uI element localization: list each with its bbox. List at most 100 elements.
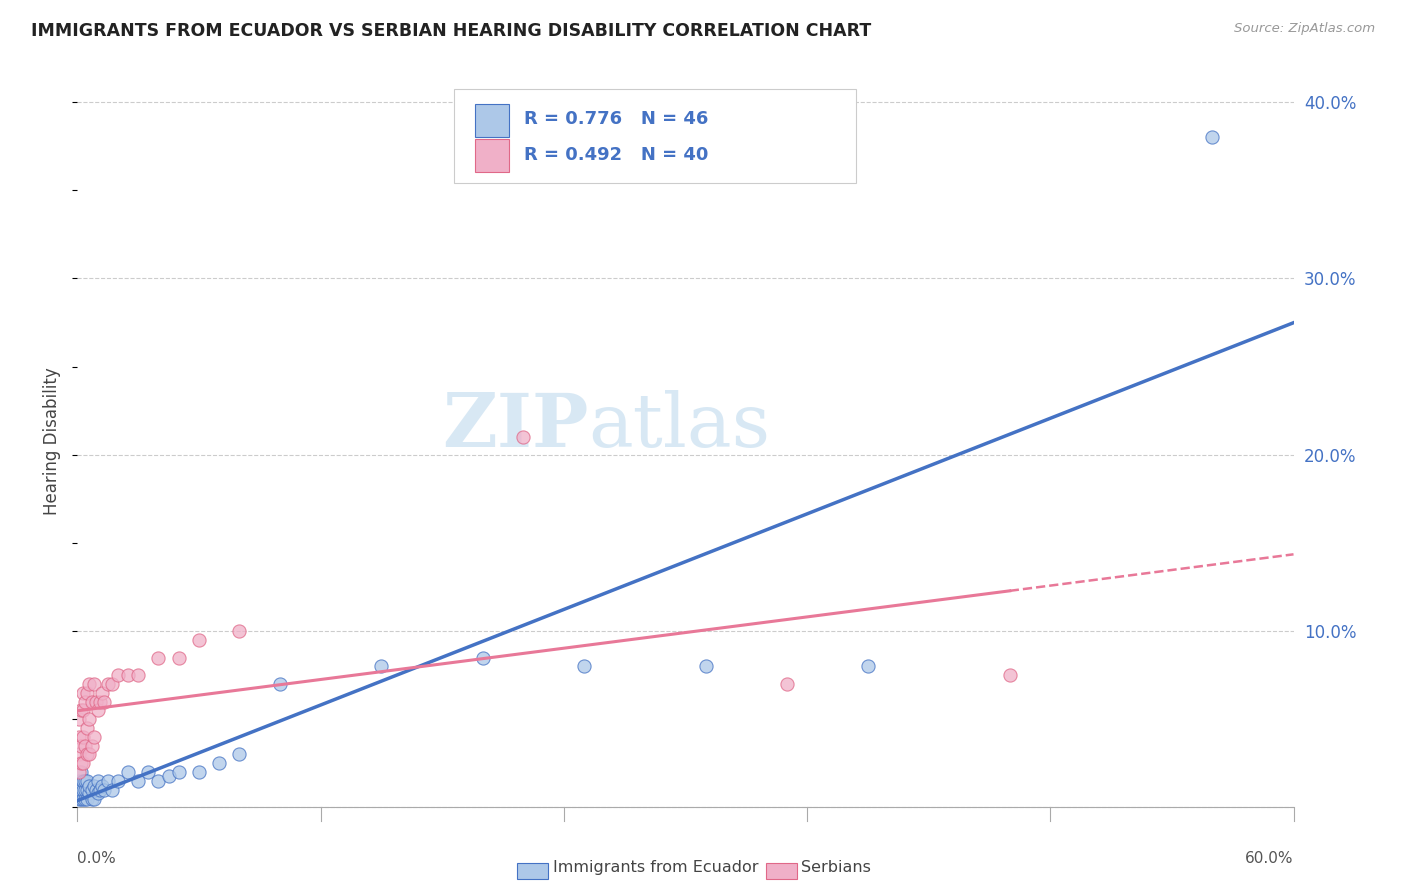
Point — [83, 791, 105, 805]
Text: Source: ZipAtlas.com: Source: ZipAtlas.com — [1234, 22, 1375, 36]
Point — [67, 782, 90, 797]
Text: 60.0%: 60.0% — [1246, 852, 1294, 866]
Point — [72, 730, 94, 744]
Point — [89, 782, 111, 797]
Point — [167, 650, 190, 665]
Point — [72, 703, 94, 717]
Point — [86, 703, 108, 717]
Point — [117, 668, 139, 682]
Point — [80, 739, 103, 753]
Point — [86, 773, 108, 788]
Point — [67, 730, 90, 744]
Point — [80, 791, 103, 805]
Point — [72, 686, 94, 700]
Point — [80, 695, 103, 709]
Point — [97, 677, 120, 691]
Text: IMMIGRANTS FROM ECUADOR VS SERBIAN HEARING DISABILITY CORRELATION CHART: IMMIGRANTS FROM ECUADOR VS SERBIAN HEARI… — [31, 22, 872, 40]
Point — [79, 712, 101, 726]
Point — [75, 739, 97, 753]
Point — [72, 773, 94, 788]
Point — [856, 659, 879, 673]
Y-axis label: Hearing Disability: Hearing Disability — [44, 368, 62, 516]
Text: R = 0.776   N = 46: R = 0.776 N = 46 — [523, 111, 709, 128]
Bar — [475, 139, 509, 172]
Point — [93, 695, 115, 709]
Text: R = 0.492   N = 40: R = 0.492 N = 40 — [523, 145, 709, 163]
Point — [76, 782, 98, 797]
Point — [79, 677, 101, 691]
Point — [67, 791, 90, 805]
Point — [70, 739, 93, 753]
Point — [1201, 130, 1223, 145]
Point — [83, 677, 105, 691]
Point — [84, 695, 107, 709]
Point — [76, 773, 98, 788]
Text: Immigrants from Ecuador: Immigrants from Ecuador — [553, 860, 758, 874]
Point — [83, 730, 105, 744]
Point — [208, 756, 231, 771]
Point — [76, 721, 98, 735]
Point — [72, 782, 94, 797]
Point — [79, 786, 101, 800]
Point — [90, 779, 112, 793]
Point — [70, 782, 93, 797]
Point — [84, 782, 107, 797]
Point — [75, 695, 97, 709]
Point — [70, 703, 93, 717]
Point — [75, 773, 97, 788]
Point — [101, 677, 124, 691]
Point — [107, 668, 129, 682]
Point — [148, 650, 170, 665]
Point — [67, 765, 90, 780]
Text: Serbians: Serbians — [801, 860, 872, 874]
Point — [76, 686, 98, 700]
Point — [89, 695, 111, 709]
Bar — [475, 103, 509, 136]
Point — [75, 782, 97, 797]
Point — [188, 765, 211, 780]
Text: ZIP: ZIP — [441, 390, 588, 463]
Point — [67, 747, 90, 762]
Point — [67, 773, 90, 788]
Text: atlas: atlas — [588, 390, 770, 463]
Point — [107, 773, 129, 788]
Point — [695, 659, 717, 673]
Point — [148, 773, 170, 788]
Point — [80, 782, 103, 797]
Point — [776, 677, 799, 691]
Point — [228, 747, 250, 762]
Point — [101, 782, 124, 797]
Point — [70, 765, 93, 780]
Point — [72, 791, 94, 805]
Point — [167, 765, 190, 780]
Point — [75, 791, 97, 805]
Point — [228, 624, 250, 638]
Point — [157, 769, 180, 783]
Point — [471, 650, 494, 665]
Point — [79, 747, 101, 762]
Point — [136, 765, 159, 780]
Text: 0.0%: 0.0% — [77, 852, 117, 866]
Point — [117, 765, 139, 780]
Point — [76, 791, 98, 805]
Point — [93, 782, 115, 797]
Point — [269, 677, 291, 691]
Point — [188, 632, 211, 647]
Point — [70, 791, 93, 805]
Point — [512, 430, 534, 444]
Point — [97, 773, 120, 788]
Point — [90, 686, 112, 700]
Point — [67, 712, 90, 726]
Point — [127, 668, 149, 682]
Point — [83, 779, 105, 793]
Point — [998, 668, 1021, 682]
FancyBboxPatch shape — [454, 89, 856, 183]
Point — [127, 773, 149, 788]
Point — [70, 756, 93, 771]
Point — [370, 659, 392, 673]
Point — [72, 756, 94, 771]
Point — [86, 786, 108, 800]
Point — [79, 779, 101, 793]
Point — [572, 659, 595, 673]
Point — [76, 747, 98, 762]
